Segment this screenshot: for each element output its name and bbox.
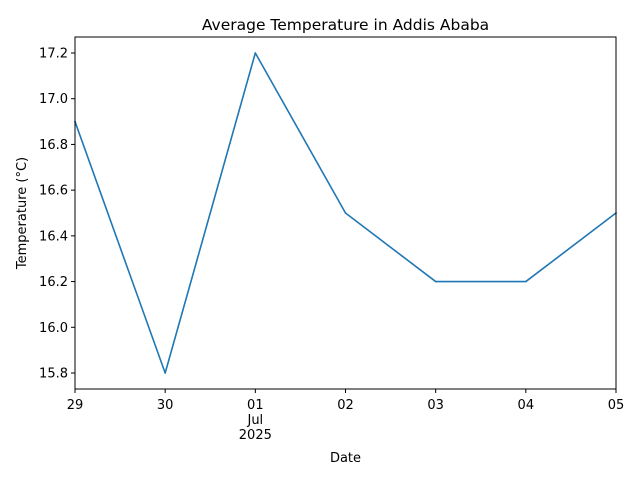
y-axis-ticks: 15.8 16.0 16.2 16.4 16.6 16.8 17.0 17.2 [39,47,75,382]
x-tick-label: 03 [427,398,444,413]
y-axis-label: Temperature (°C) [15,157,30,270]
chart-title: Average Temperature in Addis Ababa [202,16,489,34]
x-tick-sublabel: Jul [246,413,263,428]
x-tick-label: 01 [247,398,264,413]
data-point [254,52,257,54]
plot-frame [74,36,617,390]
x-tick-label: 30 [157,398,174,413]
x-tick-label: 05 [608,398,625,413]
x-tick-label: 02 [337,398,354,413]
data-point [164,372,166,374]
y-tick-label: 17.2 [39,47,68,62]
x-axis-label: Date [330,451,361,466]
x-tick-label: 04 [518,398,535,413]
y-tick-label: 16.4 [39,229,68,244]
y-tick-label: 15.8 [39,367,68,382]
y-tick-label: 16.8 [39,138,68,153]
y-tick-label: 16.6 [39,184,68,199]
data-point [434,280,437,283]
data-point [525,280,527,283]
y-tick-label: 16.0 [39,321,68,336]
x-tick-label: 29 [67,398,84,413]
y-tick-label: 17.0 [39,92,68,107]
y-tick-label: 16.2 [39,275,68,290]
series-layer [73,52,618,374]
data-point [344,212,347,214]
x-tick-sublabel: 2025 [239,428,272,443]
